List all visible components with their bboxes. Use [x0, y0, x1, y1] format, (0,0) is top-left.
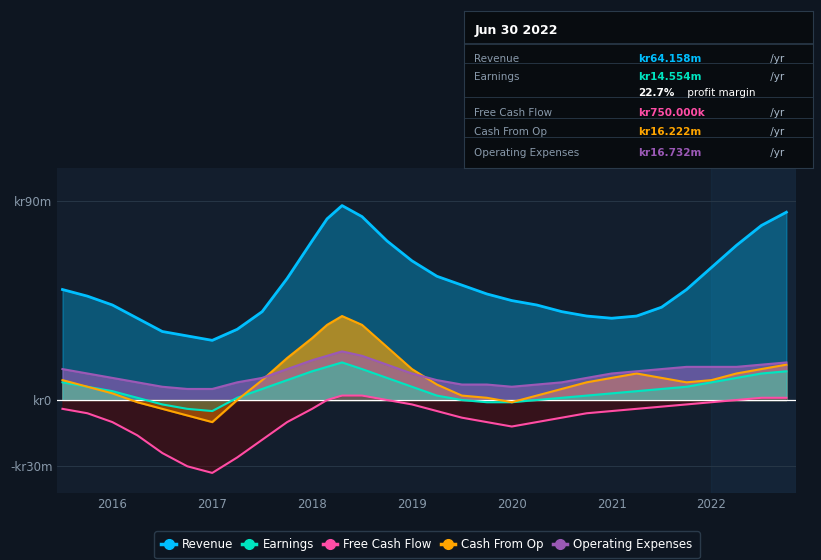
- Bar: [712, 168, 796, 493]
- Text: Cash From Op: Cash From Op: [475, 127, 548, 137]
- Text: Free Cash Flow: Free Cash Flow: [475, 109, 553, 118]
- Text: /yr: /yr: [768, 127, 785, 137]
- Text: Jun 30 2022: Jun 30 2022: [475, 24, 557, 37]
- Text: Earnings: Earnings: [475, 72, 520, 82]
- Text: /yr: /yr: [768, 72, 785, 82]
- Text: /yr: /yr: [768, 54, 785, 63]
- Text: profit margin: profit margin: [684, 88, 755, 98]
- Text: Revenue: Revenue: [475, 54, 520, 63]
- Text: Operating Expenses: Operating Expenses: [475, 148, 580, 157]
- Text: kr16.222m: kr16.222m: [639, 127, 702, 137]
- Text: /yr: /yr: [768, 109, 785, 118]
- Text: /yr: /yr: [768, 148, 785, 157]
- Text: kr750.000k: kr750.000k: [639, 109, 705, 118]
- Text: 22.7%: 22.7%: [639, 88, 675, 98]
- Text: kr14.554m: kr14.554m: [639, 72, 702, 82]
- Legend: Revenue, Earnings, Free Cash Flow, Cash From Op, Operating Expenses: Revenue, Earnings, Free Cash Flow, Cash …: [154, 531, 699, 558]
- Text: kr64.158m: kr64.158m: [639, 54, 702, 63]
- Text: kr16.732m: kr16.732m: [639, 148, 702, 157]
